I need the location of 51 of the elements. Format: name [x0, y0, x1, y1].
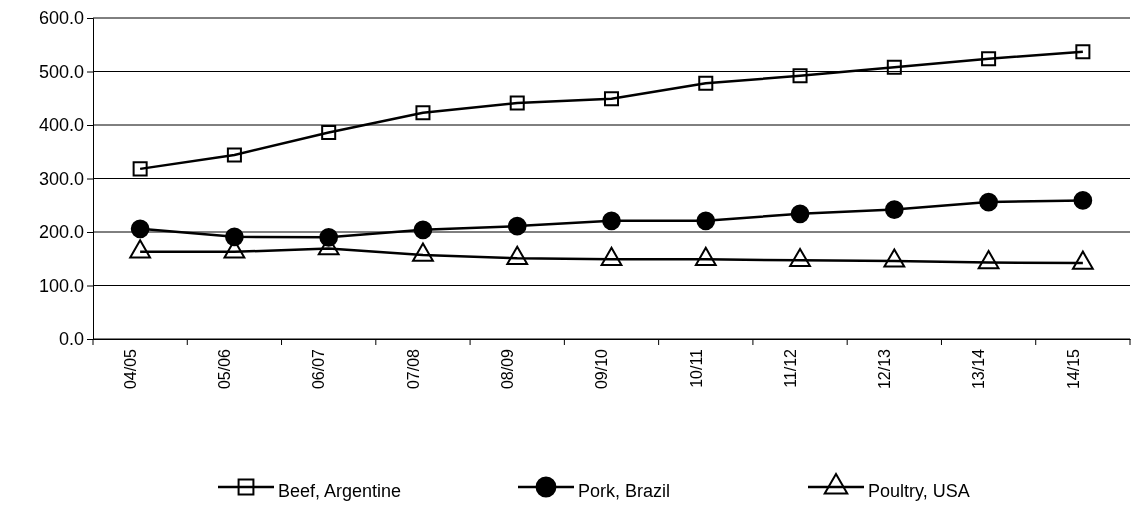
- point: [509, 95, 525, 111]
- x-tick-label: 09/10: [593, 348, 611, 390]
- legend-label: Beef, Argentine: [278, 481, 402, 501]
- x-tick-label: 10/11: [687, 348, 705, 388]
- point: [321, 124, 337, 141]
- point: [790, 204, 810, 224]
- x-tick-label: 08/09: [499, 348, 517, 390]
- y-tick-label: 400.0: [38, 115, 84, 136]
- point: [698, 75, 714, 91]
- y-tick-label: 600.0: [38, 8, 84, 29]
- point: [603, 91, 620, 107]
- point: [226, 147, 242, 163]
- point: [132, 161, 148, 177]
- point: [696, 211, 716, 231]
- x-tick-label: 14/15: [1064, 348, 1082, 390]
- y-tick-label: 0.0: [58, 329, 84, 350]
- point: [506, 245, 529, 265]
- point: [883, 248, 906, 268]
- point: [129, 239, 152, 259]
- point: [415, 105, 431, 121]
- point: [1071, 250, 1094, 270]
- legend-label: Poultry, USA: [868, 481, 970, 501]
- point: [1075, 44, 1091, 60]
- x-tick-label: 04/05: [121, 348, 139, 390]
- point: [412, 242, 434, 262]
- x-tick-label: 07/08: [404, 348, 422, 390]
- point: [981, 51, 997, 67]
- point: [979, 192, 998, 212]
- y-tick-label: 300.0: [38, 168, 84, 189]
- point: [884, 200, 904, 219]
- point: [225, 227, 244, 247]
- point: [413, 220, 433, 240]
- x-tick-label: 06/07: [310, 348, 328, 390]
- point: [130, 219, 150, 239]
- point: [600, 246, 623, 267]
- point: [602, 211, 621, 231]
- x-tick-label: 13/14: [970, 348, 988, 390]
- x-tick-label: 12/13: [876, 348, 894, 390]
- y-tick-label: 100.0: [38, 275, 84, 296]
- y-tick-label: 500.0: [38, 61, 84, 82]
- point: [977, 250, 1000, 270]
- y-tick-label: 200.0: [38, 222, 84, 243]
- point: [1073, 191, 1093, 210]
- x-tick-label: 05/06: [216, 348, 234, 390]
- point: [792, 68, 808, 84]
- point: [694, 246, 717, 267]
- point: [507, 216, 527, 236]
- legend-label: Pork, Brazil: [578, 481, 671, 501]
- x-tick-label: 11/12: [781, 348, 799, 388]
- point: [886, 59, 902, 75]
- point: [789, 247, 811, 268]
